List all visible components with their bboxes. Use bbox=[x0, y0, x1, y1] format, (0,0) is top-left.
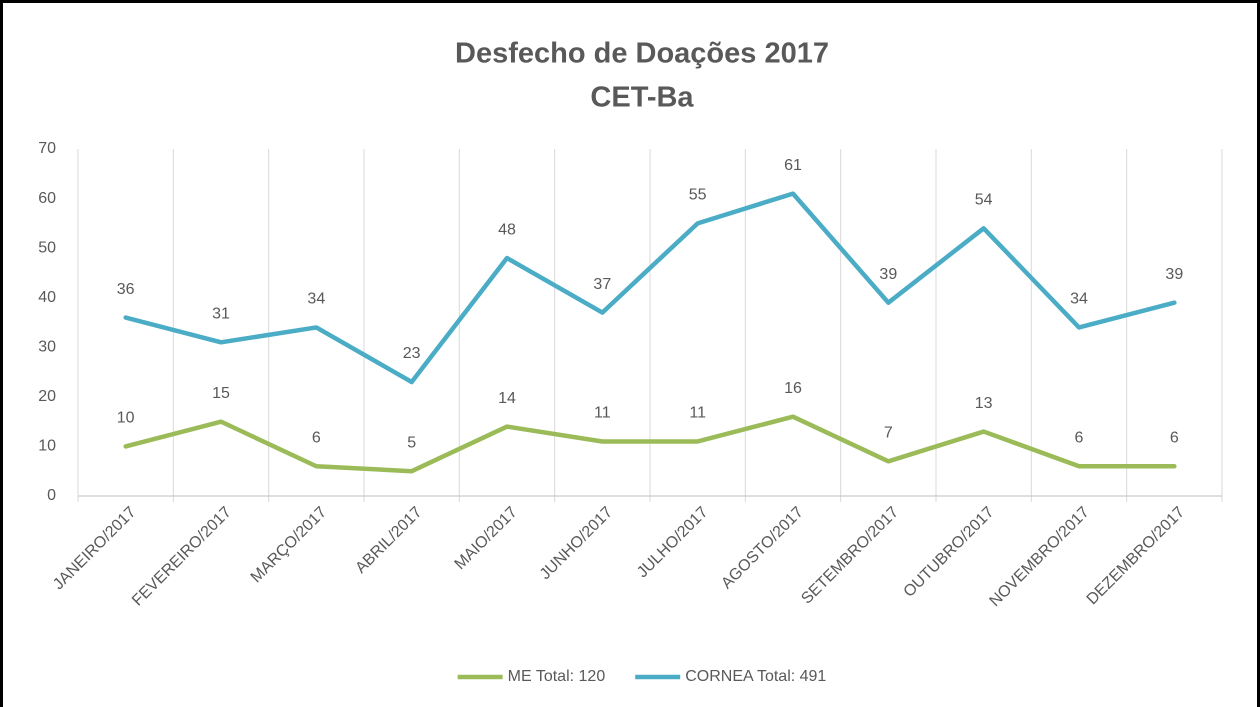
y-tick-label: 20 bbox=[38, 388, 56, 405]
data-label: 10 bbox=[117, 410, 135, 427]
data-label: 6 bbox=[312, 429, 321, 446]
y-tick-label: 40 bbox=[38, 289, 56, 306]
data-label: 37 bbox=[593, 276, 611, 293]
data-label: 55 bbox=[689, 187, 707, 204]
data-label: 39 bbox=[1165, 266, 1183, 283]
data-label: 13 bbox=[975, 395, 993, 412]
chart-title: Desfecho de Doações 2017 bbox=[455, 38, 829, 70]
y-tick-label: 30 bbox=[38, 339, 56, 356]
y-tick-label: 10 bbox=[38, 438, 56, 455]
data-label: 34 bbox=[307, 291, 325, 308]
data-label: 11 bbox=[689, 405, 706, 422]
data-label: 23 bbox=[403, 345, 421, 362]
series-line bbox=[123, 414, 1177, 474]
series-line bbox=[123, 191, 1177, 385]
data-label: 5 bbox=[407, 434, 416, 451]
data-label: 34 bbox=[1070, 291, 1088, 308]
data-label: 16 bbox=[784, 380, 802, 397]
data-label: 15 bbox=[212, 385, 230, 402]
y-tick-label: 0 bbox=[47, 487, 56, 504]
legend-label: ME Total: 120 bbox=[508, 668, 606, 685]
y-tick-label: 50 bbox=[38, 239, 56, 256]
data-label: 31 bbox=[212, 306, 230, 323]
legend-label: CORNEA Total: 491 bbox=[685, 668, 826, 685]
chart-subtitle: CET-Ba bbox=[590, 82, 694, 114]
data-label: 11 bbox=[594, 405, 611, 422]
data-label: 48 bbox=[498, 221, 516, 238]
data-label: 54 bbox=[975, 192, 993, 209]
y-tick-label: 60 bbox=[38, 190, 56, 207]
data-label: 6 bbox=[1170, 429, 1179, 446]
y-tick-label: 70 bbox=[38, 140, 56, 157]
data-label: 14 bbox=[498, 390, 516, 407]
data-label: 39 bbox=[879, 266, 897, 283]
data-label: 36 bbox=[117, 281, 135, 298]
data-label: 61 bbox=[784, 157, 802, 174]
data-label: 7 bbox=[884, 425, 893, 442]
data-label: 6 bbox=[1075, 429, 1084, 446]
